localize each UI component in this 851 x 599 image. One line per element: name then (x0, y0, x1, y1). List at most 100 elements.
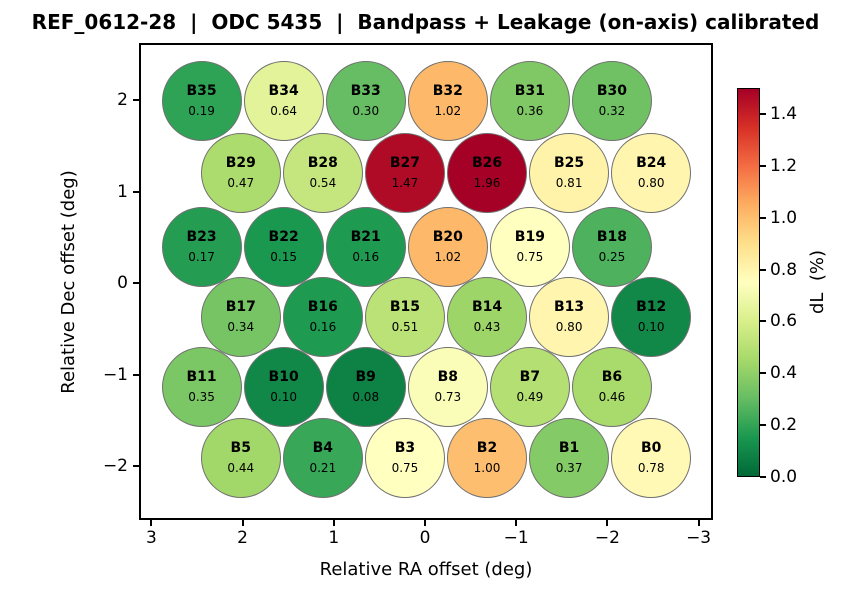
beam-id-label: B17 (225, 298, 256, 315)
colorbar-gradient (737, 88, 760, 477)
beam-B3: B3 0.75 (364, 417, 445, 498)
x-tick-label-5: −2 (594, 528, 620, 548)
beam-value-label: 0.10 (637, 319, 665, 334)
beam-id-label: B14 (471, 298, 503, 315)
beam-id-label: B29 (225, 155, 256, 172)
beam-id-label: B5 (230, 439, 251, 456)
colorbar-tick-mark-7 (760, 112, 766, 115)
colorbar-tick-label-7: 1.4 (770, 103, 798, 124)
beam-B19: B19 0.75 (489, 207, 570, 288)
x-tick-mark-3 (424, 520, 426, 526)
beam-id-label: B13 (554, 298, 585, 315)
x-tick-mark-6 (697, 520, 700, 526)
colorbar-tick-mark-0 (760, 476, 766, 478)
beam-value-label: 0.16 (309, 319, 337, 334)
beam-value-label: 0.10 (270, 390, 297, 405)
colorbar-tick-mark-6 (760, 164, 766, 167)
beam-id-label: B0 (640, 439, 662, 456)
colorbar-tick-label-1: 0.2 (770, 415, 798, 436)
beam-value-label: 1.02 (434, 250, 462, 265)
x-tick-label-3: 0 (419, 528, 431, 548)
beam-value-label: 0.64 (270, 103, 297, 118)
beam-value-label: 0.19 (188, 103, 215, 118)
beam-id-label: B32 (432, 82, 463, 99)
beam-id-label: B3 (394, 439, 416, 456)
y-tick-mark-1 (133, 190, 139, 193)
beam-value-label: 1.96 (473, 176, 501, 191)
beam-B9: B9 0.08 (325, 347, 406, 428)
colorbar-tick-mark-2 (760, 372, 766, 375)
x-tick-label-4: −1 (503, 528, 529, 548)
beam-value-label: 1.00 (473, 460, 501, 475)
beam-value-label: 0.80 (555, 319, 583, 334)
beam-value-label: 0.47 (227, 176, 255, 191)
beam-id-label: B4 (312, 439, 334, 456)
beam-B10: B10 0.10 (243, 347, 324, 428)
beam-id-label: B24 (636, 155, 667, 172)
colorbar-tick-mark-4 (760, 268, 766, 271)
beam-B17: B17 0.34 (200, 276, 281, 357)
beam-value-label: 0.44 (227, 460, 255, 475)
beam-B8: B8 0.73 (407, 347, 488, 428)
beam-value-label: 0.34 (227, 319, 255, 334)
beam-id-label: B10 (268, 369, 299, 386)
beam-id-label: B25 (554, 155, 585, 172)
beam-id-label: B9 (355, 369, 376, 386)
beam-B25: B25 0.81 (529, 133, 610, 214)
beam-id-label: B11 (186, 369, 217, 386)
beam-B30: B30 0.32 (571, 60, 652, 141)
beam-value-label: 0.25 (598, 250, 626, 265)
beam-B1: B1 0.37 (529, 417, 610, 498)
beam-id-label: B20 (432, 229, 463, 246)
beam-value-label: 0.75 (516, 250, 544, 265)
x-axis-label: Relative RA offset (deg) (319, 559, 533, 580)
beam-B32: B32 1.02 (407, 60, 488, 141)
y-tick-mark-4 (133, 465, 139, 467)
y-tick-mark-0 (133, 99, 139, 101)
beam-value-label: 0.73 (434, 390, 462, 405)
beam-B20: B20 1.02 (407, 207, 488, 288)
beam-id-label: B12 (636, 298, 667, 315)
x-tick-mark-2 (332, 520, 335, 526)
beam-B2: B2 1.00 (447, 417, 528, 498)
beam-value-label: 0.16 (352, 250, 380, 265)
beam-id-label: B7 (519, 369, 541, 386)
colorbar-tick-label-6: 1.2 (770, 155, 798, 176)
beam-value-label: 0.17 (188, 250, 215, 265)
beam-B15: B15 0.51 (364, 276, 445, 357)
y-tick-label-2: 0 (117, 273, 128, 293)
beam-value-label: 0.78 (637, 460, 665, 475)
beam-id-label: B35 (186, 82, 217, 99)
beam-B23: B23 0.17 (161, 207, 242, 288)
beam-B29: B29 0.47 (200, 133, 281, 214)
colorbar-tick-label-0: 0.0 (770, 467, 798, 487)
beam-B16: B16 0.16 (282, 276, 363, 357)
beam-id-label: B34 (268, 82, 299, 99)
colorbar-label: dL (%) (807, 249, 828, 315)
beam-B13: B13 0.80 (529, 276, 610, 357)
beam-value-label: 0.30 (352, 103, 380, 118)
beam-B6: B6 0.46 (571, 347, 652, 428)
beam-B7: B7 0.49 (489, 347, 570, 428)
beam-B27: B27 1.47 (364, 133, 445, 214)
beam-id-label: B19 (514, 229, 545, 246)
y-tick-mark-2 (133, 282, 139, 284)
beam-id-label: B1 (558, 439, 580, 456)
beam-B26: B26 1.96 (447, 133, 528, 214)
beam-id-label: B21 (350, 229, 381, 246)
beam-id-label: B23 (186, 229, 217, 246)
beam-B14: B14 0.43 (447, 276, 528, 357)
colorbar-tick-label-3: 0.6 (770, 311, 798, 332)
beam-value-label: 0.43 (473, 319, 501, 334)
beam-id-label: B22 (268, 229, 299, 246)
colorbar-tick-label-4: 0.8 (770, 259, 798, 280)
beam-B12: B12 0.10 (611, 276, 692, 357)
beam-value-label: 0.35 (188, 390, 215, 405)
beam-B34: B34 0.64 (243, 60, 324, 141)
beam-value-label: 0.08 (352, 390, 380, 405)
beam-B0: B0 0.78 (611, 417, 692, 498)
beam-id-label: B28 (307, 155, 338, 172)
beam-B21: B21 0.16 (325, 207, 406, 288)
x-tick-mark-1 (241, 520, 244, 526)
